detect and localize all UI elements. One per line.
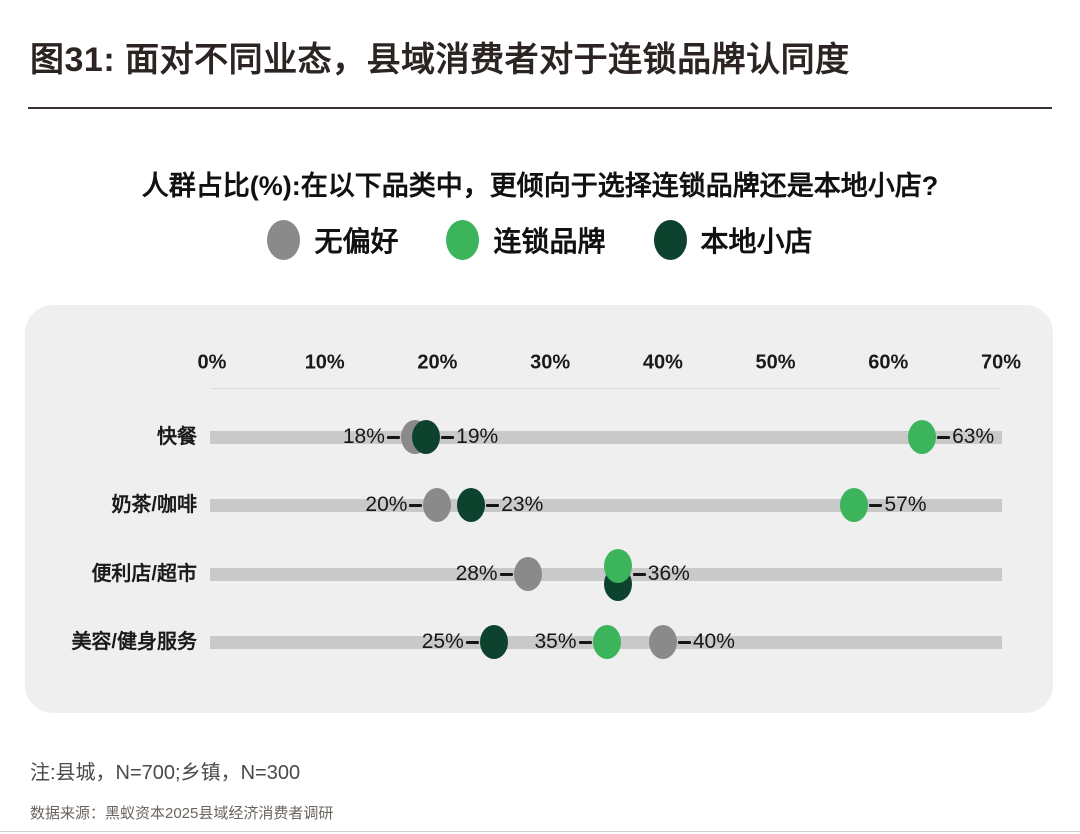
title-divider (28, 107, 1052, 109)
point-label: 28% (456, 562, 513, 586)
label-connector (499, 572, 513, 576)
point-label: 63% (937, 425, 994, 449)
dot-no-preference (648, 625, 677, 659)
chart-question: 人群占比(%):在以下品类中，更倾向于选择连锁品牌还是本地小店? (141, 171, 939, 201)
label-connector (677, 640, 691, 644)
label-connector (441, 435, 455, 439)
point-value: 18% (342, 425, 385, 448)
point-value: 19% (456, 425, 499, 448)
category-label: 奶茶/咖啡 (111, 494, 197, 516)
legend-dot-chain-brand (446, 220, 480, 260)
x-axis-tick-label: 60% (868, 351, 909, 374)
dot-local-store (479, 625, 508, 659)
x-axis-line (212, 388, 1001, 389)
x-axis-tick-label: 30% (530, 351, 571, 374)
source-text: 数据来源：黑蚁资本2025县域经济消费者调研 (30, 805, 334, 822)
figure-title: 图31: 面对不同业态，县域消费者对于连锁品牌认同度 (30, 41, 850, 79)
label-connector (632, 572, 646, 576)
dot-local-store (412, 420, 441, 454)
label-connector (486, 503, 500, 507)
row-track (210, 430, 1002, 444)
point-value: 57% (884, 493, 927, 516)
point-value: 23% (501, 493, 544, 516)
chart-panel: 0% 10% 20% 30% 40% 50% 60% 70% 快餐 18% 19% 63% 奶茶/咖啡 2… (25, 305, 1053, 713)
note-text: 注:县城，N=700;乡镇，N=300 (30, 762, 301, 784)
legend-item-no-preference: 无偏好 (267, 220, 398, 260)
label-connector (869, 503, 883, 507)
point-value: 20% (365, 493, 408, 516)
point-label: 20% (365, 493, 423, 517)
bottom-divider (0, 831, 1080, 832)
legend-item-chain-brand: 连锁品牌 (446, 220, 606, 260)
x-axis-tick-label: 40% (642, 351, 683, 374)
x-axis-tick-label: 70% (980, 351, 1022, 374)
row-track (210, 498, 1002, 512)
dot-no-preference (513, 557, 542, 591)
point-value: 28% (455, 562, 498, 585)
legend-label: 本地小店 (700, 226, 813, 257)
point-label: 36% (632, 562, 690, 586)
point-value: 35% (534, 630, 577, 653)
point-value: 36% (647, 562, 690, 585)
dot-no-preference (423, 488, 452, 522)
point-label: 40% (677, 630, 735, 654)
category-label: 美容/健身服务 (71, 631, 197, 653)
label-connector (465, 640, 479, 644)
point-value: 40% (692, 630, 735, 653)
point-label: 25% (422, 630, 479, 654)
x-axis-tick-label: 10% (304, 351, 345, 374)
legend-item-local-store: 本地小店 (653, 220, 813, 260)
point-label: 57% (869, 493, 927, 517)
legend: 无偏好 连锁品牌 本地小店 (0, 220, 1080, 260)
dot-chain-brand (592, 625, 621, 659)
point-label: 23% (486, 493, 543, 517)
dot-chain-brand (603, 549, 632, 583)
label-connector (937, 435, 951, 439)
x-axis-tick-label: 50% (755, 351, 796, 374)
legend-dot-local-store (653, 220, 687, 260)
legend-dot-no-preference (267, 220, 301, 260)
x-axis-tick-label: 20% (417, 351, 458, 374)
category-label: 快餐 (157, 426, 197, 448)
label-connector (409, 503, 423, 507)
dot-chain-brand (840, 488, 869, 522)
point-label: 18% (343, 425, 400, 449)
point-label: 19% (441, 425, 498, 449)
point-label: 35% (534, 630, 592, 654)
label-connector (386, 435, 400, 439)
label-connector (578, 640, 592, 644)
dot-local-store (457, 488, 486, 522)
x-axis-tick-label: 0% (197, 351, 227, 374)
legend-label: 连锁品牌 (493, 226, 606, 257)
legend-label: 无偏好 (314, 226, 399, 257)
category-label: 便利店/超市 (91, 563, 197, 585)
point-value: 25% (421, 630, 464, 653)
point-value: 63% (952, 425, 995, 448)
dot-chain-brand (908, 420, 937, 454)
